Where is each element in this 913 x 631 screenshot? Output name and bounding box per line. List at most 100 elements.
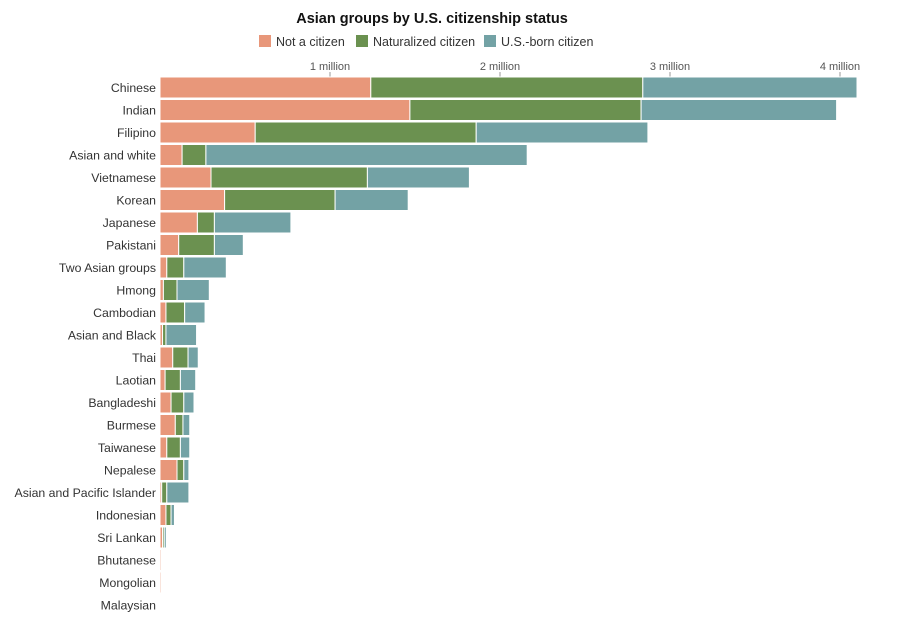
bar-us-born <box>205 144 528 166</box>
bar-not-citizen <box>159 211 198 234</box>
bar-not-citizen <box>159 166 212 189</box>
category-label: Asian and white <box>69 149 156 163</box>
bar-naturalized <box>162 279 178 301</box>
bar-naturalized <box>165 504 172 526</box>
category-label: Pakistani <box>106 239 156 253</box>
bar-naturalized <box>162 324 167 346</box>
bar-naturalized <box>170 391 185 414</box>
bar-naturalized <box>161 481 168 504</box>
bar-us-born <box>163 526 167 549</box>
bar-us-born <box>213 234 244 256</box>
legend-swatch-us-born <box>484 35 496 47</box>
bars <box>159 76 858 616</box>
bar-us-born <box>334 189 409 211</box>
category-label: Laotian <box>116 374 157 388</box>
bar-naturalized <box>181 144 207 166</box>
legend-swatch-not-citizen <box>259 35 271 47</box>
bar-naturalized <box>210 166 368 189</box>
category-labels: Chinese Indian Filipino Asian and white Viet… <box>15 81 157 613</box>
bar-naturalized <box>174 414 184 436</box>
category-label: Bangladeshi <box>88 396 156 410</box>
bar-naturalized <box>254 121 477 144</box>
bar-naturalized <box>172 346 189 369</box>
bar-us-born <box>366 166 470 189</box>
bar-not-citizen <box>159 76 372 99</box>
x-axis: 1 million 2 million 3 million 4 million <box>310 61 860 77</box>
bar-not-citizen <box>159 436 168 459</box>
category-label: Vietnamese <box>91 171 156 185</box>
bar-us-born <box>184 301 206 324</box>
bar-us-born <box>640 99 838 121</box>
bar-naturalized <box>165 301 186 324</box>
bar-not-citizen <box>159 459 178 481</box>
category-label: Filipino <box>117 126 156 140</box>
bar-us-born <box>183 256 227 279</box>
bar-not-citizen <box>159 414 176 436</box>
category-label: Hmong <box>116 284 156 298</box>
bar-us-born <box>183 391 195 414</box>
bar-us-born <box>183 459 190 481</box>
category-label: Chinese <box>111 81 156 95</box>
legend-swatch-naturalized <box>356 35 368 47</box>
bar-not-citizen <box>159 504 167 526</box>
legend-label-naturalized: Naturalized citizen <box>373 35 475 49</box>
bar-not-citizen <box>159 301 167 324</box>
bar-not-citizen <box>159 391 172 414</box>
bar-us-born <box>179 369 197 391</box>
x-tick-label: 1 million <box>310 61 350 73</box>
category-label: Thai <box>132 351 156 365</box>
bar-not-citizen <box>159 189 226 211</box>
category-label: Indonesian <box>96 509 156 523</box>
x-tick-label: 2 million <box>480 61 520 73</box>
category-label: Cambodian <box>93 306 156 320</box>
bar-us-born <box>161 571 164 594</box>
bar-us-born <box>187 346 199 369</box>
bar-naturalized <box>409 99 642 121</box>
category-label: Taiwanese <box>98 441 156 455</box>
bar-us-born <box>161 549 164 571</box>
bar-naturalized <box>370 76 644 99</box>
category-label: Japanese <box>103 216 156 230</box>
bar-us-born <box>642 76 858 99</box>
category-label: Bhutanese <box>97 554 156 568</box>
bar-naturalized <box>166 256 185 279</box>
bar-us-born <box>176 279 210 301</box>
bar-us-born <box>213 211 292 234</box>
bar-naturalized <box>164 369 181 391</box>
category-label: Burmese <box>107 419 156 433</box>
category-label: Nepalese <box>104 464 156 478</box>
bar-us-born <box>475 121 649 144</box>
legend: Not a citizen Naturalized citizen U.S.-b… <box>259 35 593 49</box>
bar-not-citizen <box>159 346 174 369</box>
bar-not-citizen <box>159 234 180 256</box>
bar-naturalized <box>178 234 215 256</box>
legend-label-not-citizen: Not a citizen <box>276 35 345 49</box>
bar-us-born <box>161 594 163 616</box>
bar-naturalized <box>166 436 181 459</box>
category-label: Asian and Pacific Islander <box>15 486 157 500</box>
category-label: Sri Lankan <box>97 531 156 545</box>
x-tick-label: 3 million <box>650 61 690 73</box>
bar-us-born <box>170 504 175 526</box>
bar-us-born <box>166 481 190 504</box>
bar-us-born <box>179 436 191 459</box>
bar-not-citizen <box>159 369 166 391</box>
bar-us-born <box>182 414 191 436</box>
bar-not-citizen <box>159 279 164 301</box>
bar-not-citizen <box>159 121 256 144</box>
category-label: Mongolian <box>99 576 156 590</box>
category-label: Indian <box>122 104 156 118</box>
bar-not-citizen <box>159 144 183 166</box>
bar-naturalized <box>176 459 185 481</box>
bar-not-citizen <box>159 256 168 279</box>
bar-us-born <box>165 324 198 346</box>
x-tick-label: 4 million <box>820 61 860 73</box>
bar-naturalized <box>224 189 336 211</box>
category-label: Asian and Black <box>68 329 157 343</box>
chart-title: Asian groups by U.S. citizenship status <box>296 11 568 27</box>
category-label: Malaysian <box>101 599 157 613</box>
bar-naturalized <box>196 211 215 234</box>
category-label: Two Asian groups <box>59 261 156 275</box>
legend-label-us-born: U.S.-born citizen <box>501 35 593 49</box>
